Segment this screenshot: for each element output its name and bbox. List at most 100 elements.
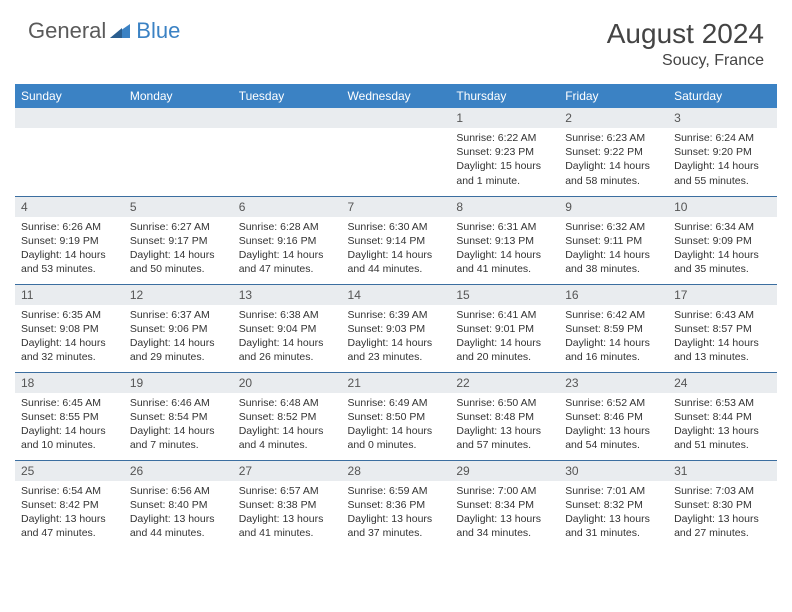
day-number: 2 bbox=[559, 108, 668, 128]
day-number: 5 bbox=[124, 197, 233, 217]
day-content: Sunrise: 6:26 AMSunset: 9:19 PMDaylight:… bbox=[15, 217, 124, 282]
sunrise-line: Sunrise: 6:34 AM bbox=[674, 220, 771, 234]
sunrise-line: Sunrise: 6:30 AM bbox=[348, 220, 445, 234]
sunrise-line: Sunrise: 6:39 AM bbox=[348, 308, 445, 322]
day-number: 7 bbox=[342, 197, 451, 217]
calendar-day-cell: 4Sunrise: 6:26 AMSunset: 9:19 PMDaylight… bbox=[15, 196, 124, 284]
sunrise-line: Sunrise: 6:23 AM bbox=[565, 131, 662, 145]
day-number bbox=[342, 108, 451, 128]
day-number: 16 bbox=[559, 285, 668, 305]
calendar-body: 1Sunrise: 6:22 AMSunset: 9:23 PMDaylight… bbox=[15, 108, 777, 548]
calendar-day-cell: 21Sunrise: 6:49 AMSunset: 8:50 PMDayligh… bbox=[342, 372, 451, 460]
day-content: Sunrise: 6:30 AMSunset: 9:14 PMDaylight:… bbox=[342, 217, 451, 282]
calendar-day-cell: 30Sunrise: 7:01 AMSunset: 8:32 PMDayligh… bbox=[559, 460, 668, 548]
sunrise-line: Sunrise: 6:45 AM bbox=[21, 396, 118, 410]
sunset-line: Sunset: 9:19 PM bbox=[21, 234, 118, 248]
sunrise-line: Sunrise: 6:54 AM bbox=[21, 484, 118, 498]
day-number: 11 bbox=[15, 285, 124, 305]
sunset-line: Sunset: 9:23 PM bbox=[456, 145, 553, 159]
calendar-day-cell: 9Sunrise: 6:32 AMSunset: 9:11 PMDaylight… bbox=[559, 196, 668, 284]
sunrise-line: Sunrise: 6:32 AM bbox=[565, 220, 662, 234]
sunset-line: Sunset: 8:55 PM bbox=[21, 410, 118, 424]
daylight-line: Daylight: 13 hours and 31 minutes. bbox=[565, 512, 662, 540]
day-number: 8 bbox=[450, 197, 559, 217]
day-content: Sunrise: 6:50 AMSunset: 8:48 PMDaylight:… bbox=[450, 393, 559, 458]
day-content: Sunrise: 6:22 AMSunset: 9:23 PMDaylight:… bbox=[450, 128, 559, 193]
daylight-line: Daylight: 13 hours and 57 minutes. bbox=[456, 424, 553, 452]
day-number: 13 bbox=[233, 285, 342, 305]
day-number: 17 bbox=[668, 285, 777, 305]
sunset-line: Sunset: 8:48 PM bbox=[456, 410, 553, 424]
day-number: 29 bbox=[450, 461, 559, 481]
sunset-line: Sunset: 9:17 PM bbox=[130, 234, 227, 248]
calendar-day-cell: 10Sunrise: 6:34 AMSunset: 9:09 PMDayligh… bbox=[668, 196, 777, 284]
calendar-day-cell: 19Sunrise: 6:46 AMSunset: 8:54 PMDayligh… bbox=[124, 372, 233, 460]
sunset-line: Sunset: 8:42 PM bbox=[21, 498, 118, 512]
sunrise-line: Sunrise: 6:38 AM bbox=[239, 308, 336, 322]
day-number: 28 bbox=[342, 461, 451, 481]
sunset-line: Sunset: 8:44 PM bbox=[674, 410, 771, 424]
day-content: Sunrise: 6:52 AMSunset: 8:46 PMDaylight:… bbox=[559, 393, 668, 458]
sunrise-line: Sunrise: 6:46 AM bbox=[130, 396, 227, 410]
sunset-line: Sunset: 8:52 PM bbox=[239, 410, 336, 424]
day-content: Sunrise: 6:31 AMSunset: 9:13 PMDaylight:… bbox=[450, 217, 559, 282]
daylight-line: Daylight: 14 hours and 29 minutes. bbox=[130, 336, 227, 364]
day-content: Sunrise: 6:56 AMSunset: 8:40 PMDaylight:… bbox=[124, 481, 233, 546]
daylight-line: Daylight: 13 hours and 34 minutes. bbox=[456, 512, 553, 540]
day-number: 23 bbox=[559, 373, 668, 393]
weekday-header-row: SundayMondayTuesdayWednesdayThursdayFrid… bbox=[15, 84, 777, 108]
day-number: 22 bbox=[450, 373, 559, 393]
daylight-line: Daylight: 14 hours and 0 minutes. bbox=[348, 424, 445, 452]
sunrise-line: Sunrise: 6:57 AM bbox=[239, 484, 336, 498]
sunset-line: Sunset: 8:57 PM bbox=[674, 322, 771, 336]
calendar-empty-cell bbox=[233, 108, 342, 196]
daylight-line: Daylight: 14 hours and 7 minutes. bbox=[130, 424, 227, 452]
sunrise-line: Sunrise: 6:42 AM bbox=[565, 308, 662, 322]
daylight-line: Daylight: 14 hours and 10 minutes. bbox=[21, 424, 118, 452]
sunset-line: Sunset: 9:08 PM bbox=[21, 322, 118, 336]
sunrise-line: Sunrise: 6:53 AM bbox=[674, 396, 771, 410]
calendar-row: 11Sunrise: 6:35 AMSunset: 9:08 PMDayligh… bbox=[15, 284, 777, 372]
daylight-line: Daylight: 14 hours and 58 minutes. bbox=[565, 159, 662, 187]
day-content: Sunrise: 6:49 AMSunset: 8:50 PMDaylight:… bbox=[342, 393, 451, 458]
weekday-header: Saturday bbox=[668, 84, 777, 108]
day-number: 10 bbox=[668, 197, 777, 217]
sunrise-line: Sunrise: 6:31 AM bbox=[456, 220, 553, 234]
day-number: 14 bbox=[342, 285, 451, 305]
day-content: Sunrise: 6:46 AMSunset: 8:54 PMDaylight:… bbox=[124, 393, 233, 458]
day-number: 18 bbox=[15, 373, 124, 393]
daylight-line: Daylight: 13 hours and 27 minutes. bbox=[674, 512, 771, 540]
day-content: Sunrise: 6:23 AMSunset: 9:22 PMDaylight:… bbox=[559, 128, 668, 193]
weekday-header: Monday bbox=[124, 84, 233, 108]
daylight-line: Daylight: 13 hours and 51 minutes. bbox=[674, 424, 771, 452]
day-number bbox=[124, 108, 233, 128]
sunrise-line: Sunrise: 6:24 AM bbox=[674, 131, 771, 145]
sunset-line: Sunset: 9:16 PM bbox=[239, 234, 336, 248]
calendar-day-cell: 8Sunrise: 6:31 AMSunset: 9:13 PMDaylight… bbox=[450, 196, 559, 284]
calendar-day-cell: 17Sunrise: 6:43 AMSunset: 8:57 PMDayligh… bbox=[668, 284, 777, 372]
day-number: 3 bbox=[668, 108, 777, 128]
sunrise-line: Sunrise: 6:27 AM bbox=[130, 220, 227, 234]
day-content: Sunrise: 6:41 AMSunset: 9:01 PMDaylight:… bbox=[450, 305, 559, 370]
logo-text-general: General bbox=[28, 18, 106, 44]
sunset-line: Sunset: 9:04 PM bbox=[239, 322, 336, 336]
daylight-line: Daylight: 14 hours and 55 minutes. bbox=[674, 159, 771, 187]
sunset-line: Sunset: 9:06 PM bbox=[130, 322, 227, 336]
day-number: 1 bbox=[450, 108, 559, 128]
sunset-line: Sunset: 9:11 PM bbox=[565, 234, 662, 248]
sunrise-line: Sunrise: 7:01 AM bbox=[565, 484, 662, 498]
sunset-line: Sunset: 8:46 PM bbox=[565, 410, 662, 424]
sunrise-line: Sunrise: 6:56 AM bbox=[130, 484, 227, 498]
weekday-header: Thursday bbox=[450, 84, 559, 108]
day-content: Sunrise: 6:45 AMSunset: 8:55 PMDaylight:… bbox=[15, 393, 124, 458]
daylight-line: Daylight: 14 hours and 20 minutes. bbox=[456, 336, 553, 364]
sunset-line: Sunset: 8:40 PM bbox=[130, 498, 227, 512]
day-content: Sunrise: 6:28 AMSunset: 9:16 PMDaylight:… bbox=[233, 217, 342, 282]
calendar-day-cell: 15Sunrise: 6:41 AMSunset: 9:01 PMDayligh… bbox=[450, 284, 559, 372]
title-block: August 2024 Soucy, France bbox=[607, 18, 764, 70]
day-content: Sunrise: 7:03 AMSunset: 8:30 PMDaylight:… bbox=[668, 481, 777, 546]
sunrise-line: Sunrise: 6:28 AM bbox=[239, 220, 336, 234]
calendar-empty-cell bbox=[15, 108, 124, 196]
location-label: Soucy, France bbox=[607, 52, 764, 70]
sunset-line: Sunset: 9:03 PM bbox=[348, 322, 445, 336]
